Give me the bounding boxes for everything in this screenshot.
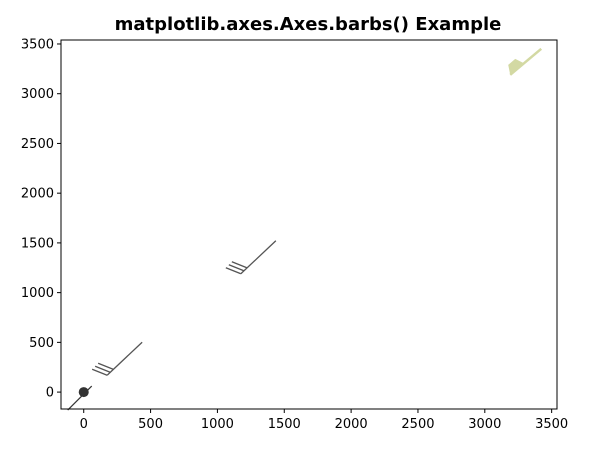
x-tick-label: 3000 (468, 417, 501, 432)
barb-flag (91, 368, 108, 376)
axes-frame (60, 39, 558, 410)
x-tick-label: 0 (80, 417, 88, 432)
x-tick-label: 3500 (535, 417, 568, 432)
barb-flag (225, 267, 242, 275)
chart-title: matplotlib.axes.Axes.barbs() Example (115, 14, 502, 35)
barb-staff (106, 341, 143, 376)
barb-staff (509, 47, 543, 76)
barb-flag (231, 261, 248, 269)
y-tick-label: 3500 (21, 37, 54, 52)
barb-staff (67, 385, 93, 411)
plot-area (61, 40, 557, 409)
x-tick-label: 1500 (268, 417, 301, 432)
barb-staff (240, 240, 277, 275)
barb-flag (97, 362, 114, 370)
barb-flag (94, 365, 111, 373)
barb-pennant (508, 58, 524, 75)
x-tick-label: 1000 (201, 417, 234, 432)
y-tick-label: 2000 (21, 187, 54, 202)
x-tick-label: 500 (138, 417, 163, 432)
barb-three-full-barbs (91, 341, 143, 376)
x-tick-label: 2000 (335, 417, 368, 432)
barb-circle (78, 387, 89, 398)
x-tick-label: 2500 (401, 417, 434, 432)
barbs-layer (67, 47, 543, 411)
barb-flag (228, 264, 245, 272)
y-tick-label: 1500 (21, 236, 54, 251)
y-tick-label: 0 (46, 386, 54, 401)
y-tick-label: 1000 (21, 286, 54, 301)
barb-three-full-barbs (225, 240, 277, 275)
y-axis: 0 500 1000 1500 2000 2500 3000 3500 (21, 37, 61, 401)
y-tick-label: 500 (29, 336, 54, 351)
barb-pennant (508, 47, 543, 76)
y-tick-label: 3000 (21, 87, 54, 102)
barb-calm-circle (67, 385, 93, 411)
x-axis: 0 500 1000 1500 2000 2500 3000 3500 (80, 409, 568, 432)
y-tick-label: 2500 (21, 137, 54, 152)
